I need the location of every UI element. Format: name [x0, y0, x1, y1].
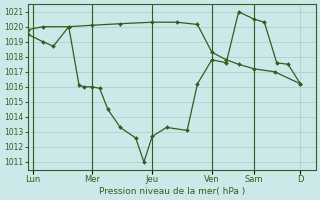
X-axis label: Pression niveau de la mer( hPa ): Pression niveau de la mer( hPa ): [99, 187, 245, 196]
